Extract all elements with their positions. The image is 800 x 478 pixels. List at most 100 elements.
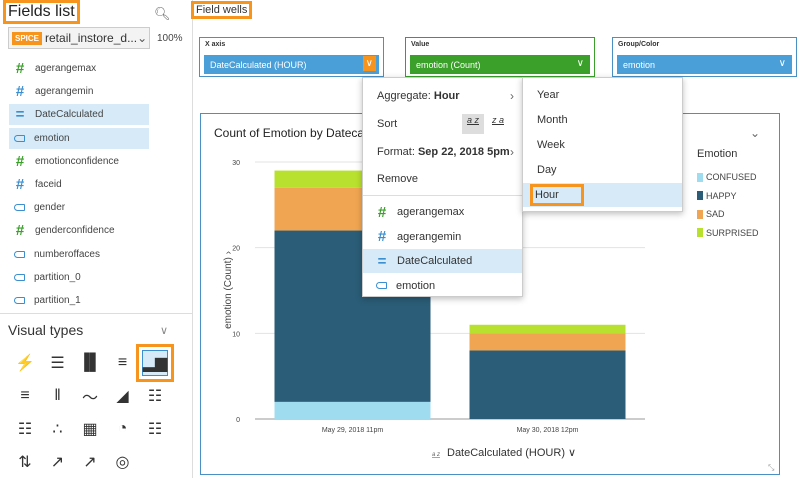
field-item[interactable]: partition_0 <box>9 267 149 288</box>
field-item[interactable]: # agerangemax <box>9 58 149 79</box>
visual-type-kpi-icon[interactable]: ⚡ <box>15 355 35 372</box>
visual-type-horizontal-100-bar-icon[interactable]: ≡ <box>20 387 30 404</box>
field-item[interactable]: partition_1 <box>9 290 149 311</box>
y-tick-label: 10 <box>232 331 240 338</box>
legend-swatch <box>697 228 703 237</box>
x-axis-label[interactable]: DateCalculated (HOUR) ∨ <box>447 447 576 459</box>
visual-type-waterfall-icon[interactable]: ⇅ <box>18 454 32 471</box>
submenu-item-month[interactable]: Month <box>523 108 682 132</box>
legend-label: HAPPY <box>706 190 737 201</box>
visual-type-table-icon[interactable]: ☷ <box>147 421 163 438</box>
well-field-pill[interactable]: emotion (Count) ∨ <box>410 55 590 74</box>
menu-field-name: DateCalculated <box>397 255 473 267</box>
field-name: agerangemax <box>35 63 97 74</box>
bar-segment-sad[interactable] <box>469 333 626 351</box>
legend-item[interactable]: SAD <box>697 209 725 219</box>
y-tick-label: 20 <box>232 246 240 253</box>
legend-item[interactable]: HAPPY <box>697 191 737 201</box>
legend-item[interactable]: SURPRISED <box>697 228 759 238</box>
remove-menu-item[interactable]: Remove <box>377 173 418 185</box>
well-field-pill[interactable]: DateCalculated (HOUR) ∨ <box>204 55 379 74</box>
dataset-select[interactable]: SPICE retail_instore_d... ⌄ <box>8 27 150 49</box>
sort-ascending-button[interactable]: a z <box>462 114 484 134</box>
field-well-value[interactable]: Value emotion (Count) ∨ <box>405 37 595 77</box>
field-item[interactable]: # faceid <box>9 174 149 195</box>
visual-type-horizontal-stacked-bar-icon[interactable]: ≡ <box>117 354 128 371</box>
visual-type-scatter-icon[interactable]: ∴ <box>52 421 63 438</box>
visual-type-vertical-100-bar-icon[interactable]: ‖ <box>54 387 61 404</box>
field-name: genderconfidence <box>35 225 115 237</box>
field-item[interactable]: # agerangemin <box>9 81 149 102</box>
x-axis-sort-icon[interactable]: a z <box>432 452 440 458</box>
bar-segment-confused[interactable] <box>274 401 431 419</box>
visual-type-combo-bar-icon[interactable]: ↗ <box>50 454 65 471</box>
chevron-down-icon[interactable]: ∨ <box>576 58 584 69</box>
submenu-item-hour[interactable]: Hour <box>523 183 682 207</box>
submenu-item-year[interactable]: Year <box>523 83 682 107</box>
visual-type-tree-map-icon[interactable]: ▦ <box>82 421 98 438</box>
bar-segment-surprised[interactable] <box>469 324 626 334</box>
x-tick-label: May 30, 2018 12pm <box>517 427 579 434</box>
collapse-chevron-icon[interactable]: ∨ <box>160 325 169 337</box>
aggregate-menu-item[interactable]: Aggregate: Hour › <box>363 84 522 108</box>
visual-type-pie-icon[interactable]: ◔ <box>117 420 128 437</box>
field-item[interactable]: # genderconfidence <box>9 220 149 241</box>
chevron-down-icon[interactable]: ∨ <box>778 58 786 69</box>
field-item[interactable]: numberoffaces <box>9 244 149 265</box>
chevron-right-icon: › <box>510 145 514 159</box>
spice-badge: SPICE <box>12 31 43 45</box>
field-name: agerangemin <box>35 86 94 98</box>
submenu-item-day[interactable]: Day <box>523 158 682 182</box>
measure-icon: # <box>377 203 387 221</box>
menu-field-item[interactable]: emotion <box>363 274 522 298</box>
format-value: Sep 22, 2018 5pm <box>417 146 510 158</box>
search-icon[interactable]: 🔍︎ <box>154 6 171 21</box>
legend-swatch <box>697 191 703 200</box>
resize-handle-icon[interactable]: ⤡ <box>768 463 775 472</box>
legend-label: SURPRISED <box>706 227 759 238</box>
visual-types-title: Visual types <box>8 322 84 338</box>
field-name: gender <box>34 202 66 214</box>
submenu-label: Week <box>537 139 565 151</box>
field-well-group-color[interactable]: Group/Color emotion ∨ <box>612 37 797 77</box>
field-item[interactable]: # emotionconfidence <box>9 151 149 172</box>
visual-type-area-icon[interactable]: ◢ <box>116 388 129 405</box>
visual-type-line-icon[interactable]: 〜 <box>81 390 98 407</box>
legend-item[interactable]: CONFUSED <box>697 172 757 182</box>
visual-type-vertical-bar-icon[interactable]: ▐▌ <box>78 354 102 371</box>
visual-type-vertical-stacked-bar-icon[interactable]: ▂▆ <box>136 344 174 382</box>
visual-type-heat-map-icon[interactable]: ☷ <box>17 421 33 438</box>
well-label: Value <box>411 41 430 48</box>
field-name: partition_0 <box>34 271 81 283</box>
visual-type-pivot-table-icon[interactable]: ☷ <box>147 388 163 405</box>
field-item[interactable]: gender <box>9 197 149 218</box>
chevron-down-icon: ⌄ <box>137 31 148 45</box>
y-axis-label[interactable]: emotion (Count) › <box>223 251 234 329</box>
fields-list-title: Fields list <box>3 0 80 24</box>
bar-segment-happy[interactable] <box>469 350 626 419</box>
well-field-pill[interactable]: emotion ∨ <box>617 55 792 74</box>
menu-field-item[interactable]: # agerangemin <box>363 225 522 249</box>
format-menu-item[interactable]: Format: Sep 22, 2018 5pm › <box>363 140 522 164</box>
field-well-x-axis[interactable]: X axis DateCalculated (HOUR) ∨ <box>199 37 384 77</box>
menu-field-name: emotion <box>396 279 436 292</box>
menu-field-item[interactable]: = DateCalculated <box>363 249 522 273</box>
submenu-item-week[interactable]: Week <box>523 133 682 157</box>
menu-field-item[interactable]: # agerangemax <box>363 200 522 224</box>
field-item[interactable]: = DateCalculated <box>9 104 149 126</box>
divider <box>0 313 192 314</box>
fields-panel: Fields list 🔍︎ SPICE retail_instore_d... ⌄… <box>0 0 193 478</box>
measure-icon: # <box>15 222 25 240</box>
legend-label: CONFUSED <box>706 172 757 182</box>
sort-descending-button[interactable]: z a <box>491 115 504 125</box>
chevron-down-icon[interactable]: ∨ <box>362 56 376 71</box>
visual-type-globe-icon[interactable]: ◎ <box>115 454 130 471</box>
visual-type-combo-stacked-icon[interactable]: ↗ <box>83 454 97 471</box>
field-name: emotion <box>34 132 70 144</box>
spice-percent: 100% <box>157 33 183 44</box>
well-field-name: DateCalculated (HOUR) <box>210 59 307 70</box>
field-item[interactable]: emotion <box>9 127 149 149</box>
visual-type-horizontal-bar-icon[interactable]: ☰ <box>50 355 65 372</box>
date-icon: = <box>15 106 25 124</box>
visual-menu-chevron-icon[interactable]: ⌄ <box>750 126 761 140</box>
